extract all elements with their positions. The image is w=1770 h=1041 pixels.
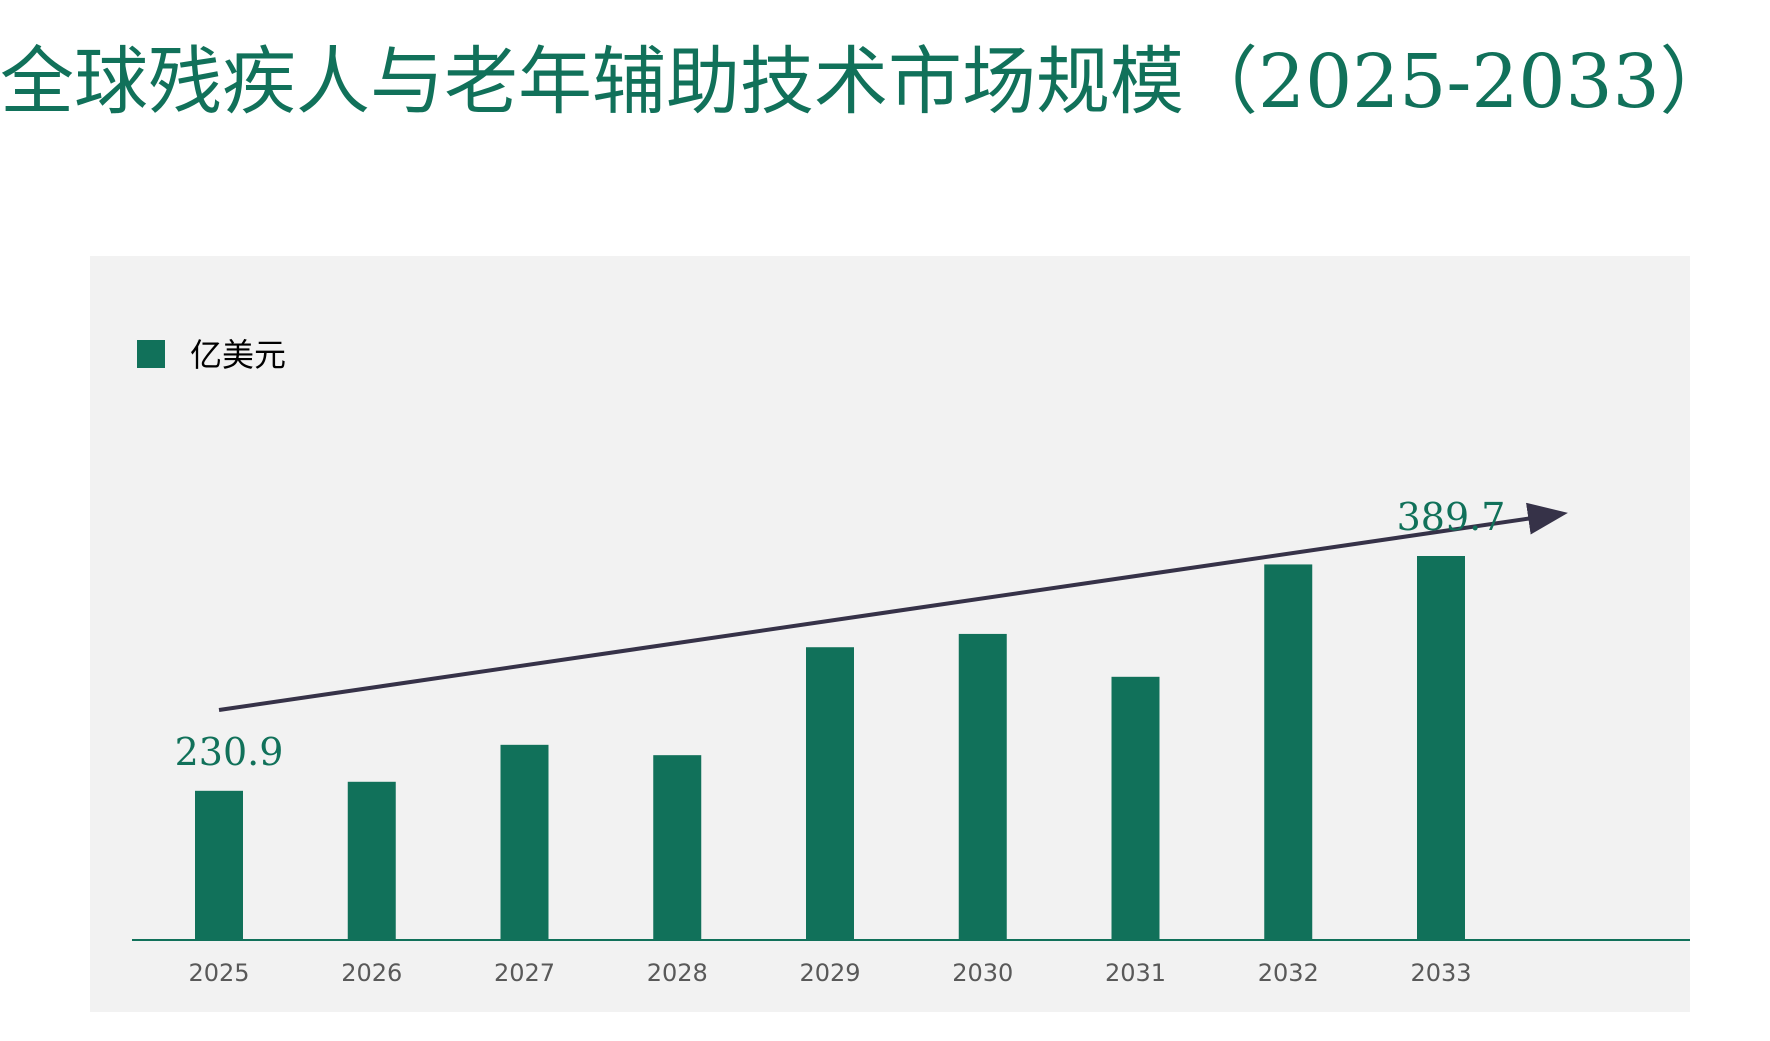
x-tick-label-2032: 2032 [1258, 959, 1319, 987]
bar-2033 [1417, 556, 1465, 940]
bar-2025 [195, 790, 243, 940]
x-tick-label-2029: 2029 [799, 959, 860, 987]
bar-2026 [347, 781, 396, 940]
trend-arrow-line [218, 502, 1568, 712]
x-tick-label-2027: 2027 [494, 959, 555, 987]
trend-arrow [218, 502, 1568, 712]
x-tick-label-2028: 2028 [647, 959, 708, 987]
bar-2031 [1111, 676, 1160, 940]
bar-2028 [653, 755, 702, 940]
bars-layer [195, 556, 1465, 940]
data-label-2033: 389.7 [1397, 495, 1506, 539]
bar-2029 [806, 647, 854, 940]
x-tick-label-2026: 2026 [341, 959, 402, 987]
bar-2027 [500, 744, 549, 940]
x-axis-ticks: 2025 2026 2027 2028 2029 2030 2031 2032 2033 [188, 959, 1471, 987]
chart-panel: 亿美元 2025 2026 2027 2028 2029 2030 2031 2032 2033… [90, 256, 1690, 1012]
chart-title: 全球残疾人与老年辅助技术市场规模（2025-2033） [0, 39, 1734, 125]
bar-chart: 亿美元 2025 2026 2027 2028 2029 2030 2031 2032 2033… [132, 336, 1690, 987]
legend-label: 亿美元 [190, 336, 286, 374]
data-label-2025: 230.9 [175, 730, 284, 774]
data-labels: 230.9 389.7 [175, 495, 1506, 774]
bar-2030 [958, 633, 1007, 940]
x-tick-label-2033: 2033 [1410, 959, 1471, 987]
x-tick-label-2030: 2030 [952, 959, 1013, 987]
bar-2032 [1264, 564, 1313, 940]
legend-swatch [137, 340, 165, 368]
x-tick-label-2031: 2031 [1105, 959, 1166, 987]
x-tick-label-2025: 2025 [188, 959, 249, 987]
legend: 亿美元 [137, 336, 286, 374]
